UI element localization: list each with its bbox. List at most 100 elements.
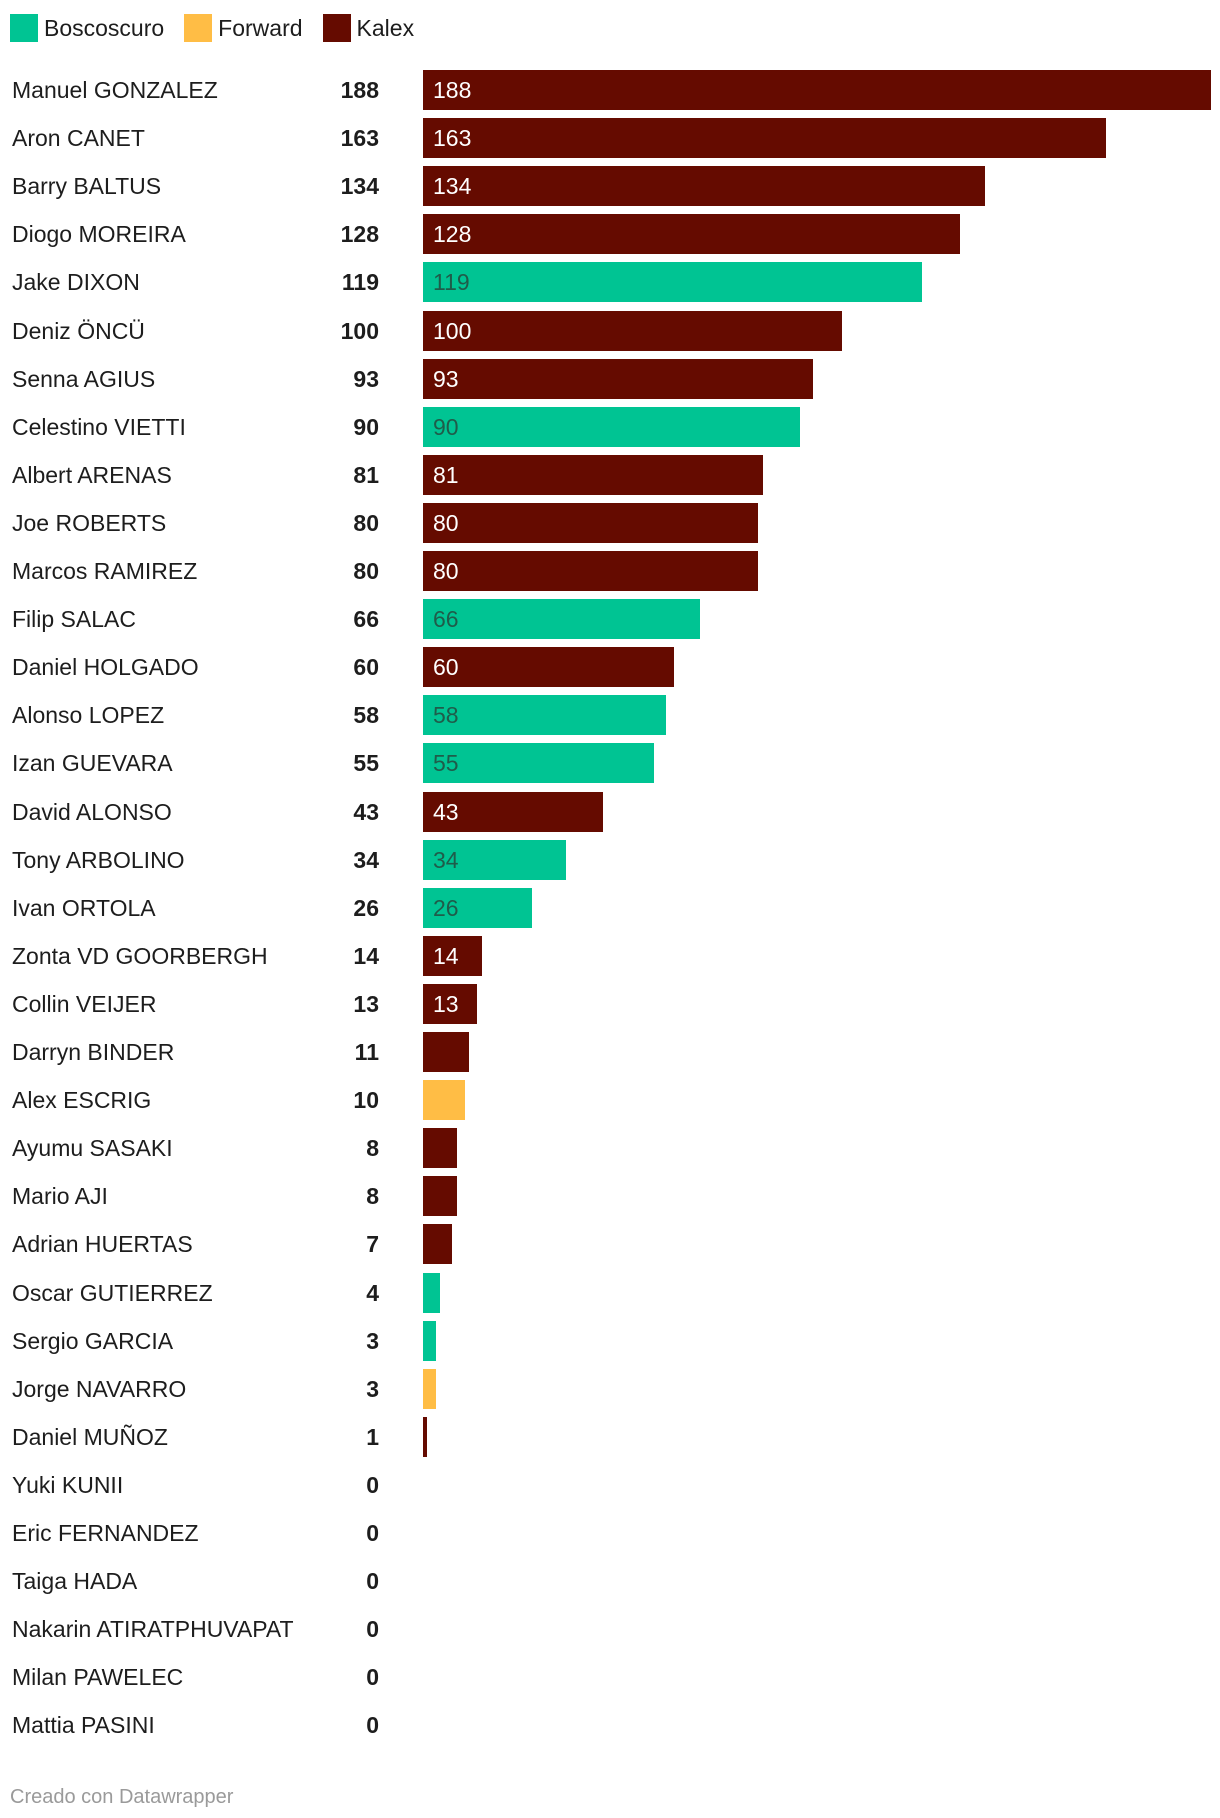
- bar-data-label: 60: [433, 654, 459, 681]
- value-label: 14: [353, 942, 379, 969]
- rider-name: Yuki KUNII: [12, 1471, 124, 1498]
- legend-label: Forward: [218, 14, 303, 41]
- value-label: 3: [366, 1375, 379, 1402]
- bar-data-label: 26: [433, 894, 459, 921]
- bar-data-label: 55: [433, 750, 459, 777]
- legend-swatch: [10, 14, 38, 42]
- value-label: 4: [366, 1279, 379, 1306]
- value-label: 93: [353, 365, 379, 392]
- bar: [423, 1128, 457, 1169]
- bar: 80: [423, 551, 759, 591]
- chart-row: Jorge NAVARRO 3: [0, 1368, 1220, 1409]
- legend-swatch: [322, 14, 351, 42]
- rider-name: Taiga HADA: [12, 1568, 138, 1595]
- value-label: 60: [353, 654, 379, 681]
- rider-name: Zonta VD GOORBERGH: [12, 942, 268, 969]
- bar: 119: [423, 262, 922, 303]
- value-label: 80: [353, 509, 379, 536]
- chart-row: Izan GUEVARA 55 55: [0, 743, 1220, 784]
- rider-name: Nakarin ATIRATPHUVAPAT: [12, 1616, 294, 1643]
- bar: 34: [423, 839, 566, 880]
- chart-row: Alex ESCRIG 10: [0, 1080, 1220, 1121]
- rider-name: Jake DIXON: [12, 269, 140, 296]
- chart-row: Mario AJI 8: [0, 1176, 1220, 1217]
- value-label: 66: [353, 606, 379, 633]
- bar-data-label: 81: [433, 461, 459, 488]
- value-label: 34: [353, 846, 379, 873]
- bar: [423, 1368, 436, 1409]
- chart-row: Zonta VD GOORBERGH 14 14: [0, 935, 1220, 976]
- rider-name: Milan PAWELEC: [12, 1664, 184, 1691]
- chart-row: Oscar GUTIERREZ 4: [0, 1272, 1220, 1313]
- chart-row: Mattia PASINI 0: [0, 1705, 1220, 1745]
- footer-credit: Creado con Datawrapper: [10, 1786, 234, 1808]
- bar-data-label: 119: [433, 269, 470, 296]
- bar-data-label: 100: [433, 317, 472, 344]
- bar: [423, 1080, 465, 1121]
- value-label: 55: [353, 750, 379, 777]
- chart-row: Senna AGIUS 93 93: [0, 358, 1220, 399]
- chart-row: Albert ARENAS 81 81: [0, 454, 1220, 495]
- bar: 100: [423, 310, 843, 351]
- chart-row: Jake DIXON 119 119: [0, 262, 1220, 303]
- rider-name: Manuel GONZALEZ: [12, 77, 218, 103]
- bar-data-label: 93: [433, 365, 459, 392]
- legend: Boscoscuro Forward Kalex: [10, 14, 434, 42]
- chart-row: Ayumu SASAKI 8: [0, 1128, 1220, 1169]
- chart-row: Taiga HADA 0: [0, 1561, 1220, 1601]
- chart-row: Filip SALAC 66 66: [0, 599, 1220, 640]
- chart-row: Diogo MOREIRA 128 128: [0, 214, 1220, 255]
- rider-name: Filip SALAC: [12, 606, 136, 633]
- value-label: 0: [366, 1568, 379, 1595]
- chart-row: Manuel GONZALEZ 188 188: [0, 70, 1220, 110]
- value-label: 0: [366, 1471, 379, 1498]
- bar: 13: [423, 983, 478, 1024]
- value-label: 7: [366, 1231, 379, 1258]
- rider-name: Joe ROBERTS: [12, 509, 167, 536]
- legend-swatch: [184, 14, 213, 42]
- value-label: 13: [353, 990, 379, 1017]
- value-label: 8: [366, 1135, 379, 1162]
- rider-name: Celestino VIETTI: [12, 413, 186, 440]
- chart-row: Celestino VIETTI 90 90: [0, 406, 1220, 447]
- legend-item-forward: Forward: [184, 14, 303, 42]
- bar: [423, 1416, 428, 1457]
- bar: 128: [423, 214, 960, 255]
- chart-row: Joe ROBERTS 80 80: [0, 502, 1220, 543]
- value-label: 0: [366, 1712, 379, 1739]
- rider-name: Izan GUEVARA: [12, 750, 173, 777]
- value-label: 26: [353, 894, 379, 921]
- rider-name: Ayumu SASAKI: [12, 1135, 173, 1162]
- value-label: 134: [340, 173, 379, 200]
- bar: 43: [423, 791, 604, 832]
- chart-row: Collin VEIJER 13 13: [0, 983, 1220, 1024]
- bar: 81: [423, 454, 763, 495]
- bar: [423, 1032, 470, 1072]
- rider-name: Alex ESCRIG: [12, 1087, 152, 1114]
- chart-row: Yuki KUNII 0: [0, 1465, 1220, 1505]
- rider-name: Daniel MUÑOZ: [12, 1423, 168, 1450]
- bar: 90: [423, 406, 801, 447]
- rider-name: Aron CANET: [12, 125, 145, 152]
- value-label: 8: [366, 1183, 379, 1210]
- rider-name: Deniz ÖNCÜ: [12, 317, 145, 344]
- bar: 163: [423, 118, 1107, 159]
- rider-name: Jorge NAVARRO: [12, 1375, 187, 1402]
- bar-data-label: 80: [433, 558, 459, 584]
- value-label: 11: [354, 1039, 379, 1065]
- value-label: 100: [340, 317, 379, 344]
- bar: 188: [423, 70, 1211, 110]
- rider-name: Sergio GARCIA: [12, 1327, 174, 1354]
- bar-data-label: 134: [433, 173, 472, 200]
- chart-row: Aron CANET 163 163: [0, 118, 1220, 159]
- rider-name: David ALONSO: [12, 798, 172, 825]
- bar-data-label: 188: [433, 77, 472, 103]
- bar: 14: [423, 935, 482, 976]
- chart-row: Daniel MUÑOZ 1: [0, 1416, 1220, 1457]
- chart-row: Barry BALTUS 134 134: [0, 166, 1220, 207]
- chart-row: Alonso LOPEZ 58 58: [0, 695, 1220, 736]
- value-label: 0: [366, 1616, 379, 1643]
- rider-name: Ivan ORTOLA: [12, 894, 156, 921]
- legend-label: Kalex: [356, 14, 415, 41]
- legend-item-kalex: Kalex: [322, 14, 415, 42]
